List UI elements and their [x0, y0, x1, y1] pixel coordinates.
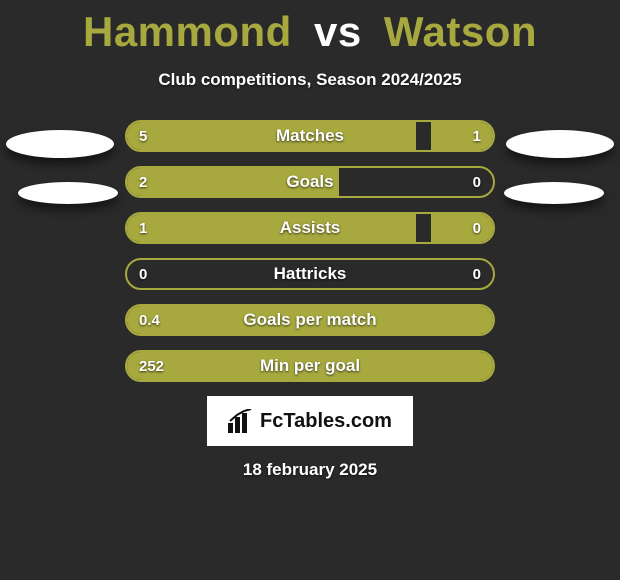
- title-vs: vs: [314, 8, 362, 55]
- stat-row: Goals per match0.4: [125, 304, 495, 336]
- bar-container: Matches51 Goals20 Assists10 Hattricks00 Goal…: [125, 120, 495, 382]
- bar-fill-right: [431, 122, 493, 150]
- player2-badge-1: [506, 130, 614, 158]
- date-label: 18 february 2025: [0, 460, 620, 480]
- player2-badge-2: [504, 182, 604, 204]
- bar-track: [125, 304, 495, 336]
- stat-row: Hattricks00: [125, 258, 495, 290]
- stat-row: Matches51: [125, 120, 495, 152]
- title-player2: Watson: [384, 8, 537, 55]
- bar-track: [125, 258, 495, 290]
- stat-row: Goals20: [125, 166, 495, 198]
- page-title: Hammond vs Watson: [0, 0, 620, 56]
- subtitle: Club competitions, Season 2024/2025: [0, 70, 620, 90]
- bar-fill-right: [431, 214, 493, 242]
- title-player1: Hammond: [83, 8, 292, 55]
- bar-fill-left: [127, 306, 493, 334]
- logo-text: FcTables.com: [260, 410, 392, 433]
- stat-row: Assists10: [125, 212, 495, 244]
- stat-row: Min per goal252: [125, 350, 495, 382]
- player1-badge-1: [6, 130, 114, 158]
- bar-track: [125, 120, 495, 152]
- bar-track: [125, 166, 495, 198]
- bar-fill-left: [127, 214, 416, 242]
- comparison-chart: Matches51 Goals20 Assists10 Hattricks00 Goal…: [0, 120, 620, 382]
- bar-fill-left: [127, 352, 493, 380]
- player1-badge-2: [18, 182, 118, 204]
- bar-fill-left: [127, 168, 339, 196]
- bar-track: [125, 212, 495, 244]
- bar-track: [125, 350, 495, 382]
- logo-box: FcTables.com: [207, 396, 413, 446]
- bar-fill-left: [127, 122, 416, 150]
- bar-chart-icon: [228, 409, 254, 433]
